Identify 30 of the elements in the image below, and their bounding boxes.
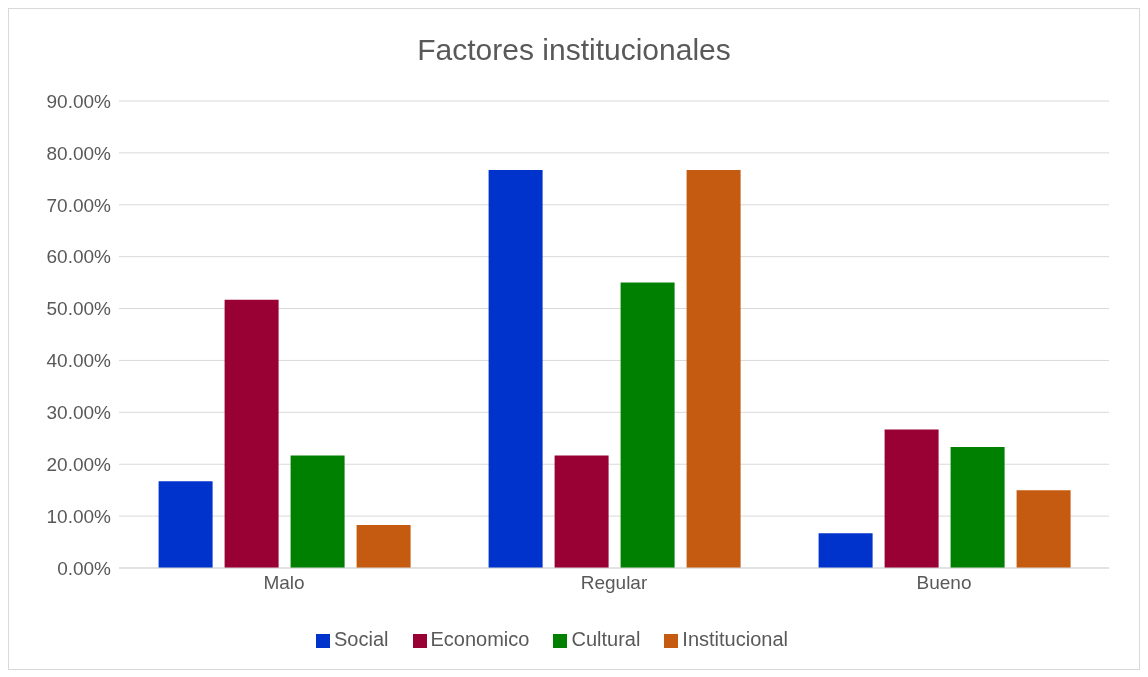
bar [488, 170, 543, 568]
y-tick-label: 70.00% [46, 194, 112, 216]
legend-label: Social [334, 628, 389, 650]
legend-label: Economico [430, 628, 530, 650]
bar [620, 282, 675, 568]
bar [686, 170, 741, 568]
y-tick-label: 50.00% [46, 298, 112, 320]
bar [950, 447, 1005, 568]
y-tick-label: 10.00% [46, 505, 112, 527]
y-tick-label: 90.00% [46, 90, 112, 112]
legend-label: Cultural [571, 628, 641, 650]
x-tick-label: Bueno [916, 572, 972, 594]
x-tick-label: Regular [580, 572, 648, 594]
bar [818, 533, 873, 568]
bar [224, 299, 279, 568]
bar [158, 481, 213, 568]
bar [884, 429, 939, 568]
x-tick-label: Malo [263, 572, 305, 594]
chart-title: Factores institucionales [416, 33, 732, 68]
bar [554, 455, 609, 568]
bar [356, 524, 411, 568]
y-tick-label: 0.00% [57, 557, 112, 579]
legend-label: Institucional [682, 628, 788, 650]
y-tick-label: 80.00% [46, 142, 112, 164]
bar [1016, 490, 1071, 568]
y-tick-label: 20.00% [46, 453, 112, 475]
y-tick-label: 40.00% [46, 350, 112, 372]
y-tick-label: 30.00% [46, 402, 112, 424]
y-tick-label: 60.00% [46, 246, 112, 268]
bar [290, 455, 345, 568]
